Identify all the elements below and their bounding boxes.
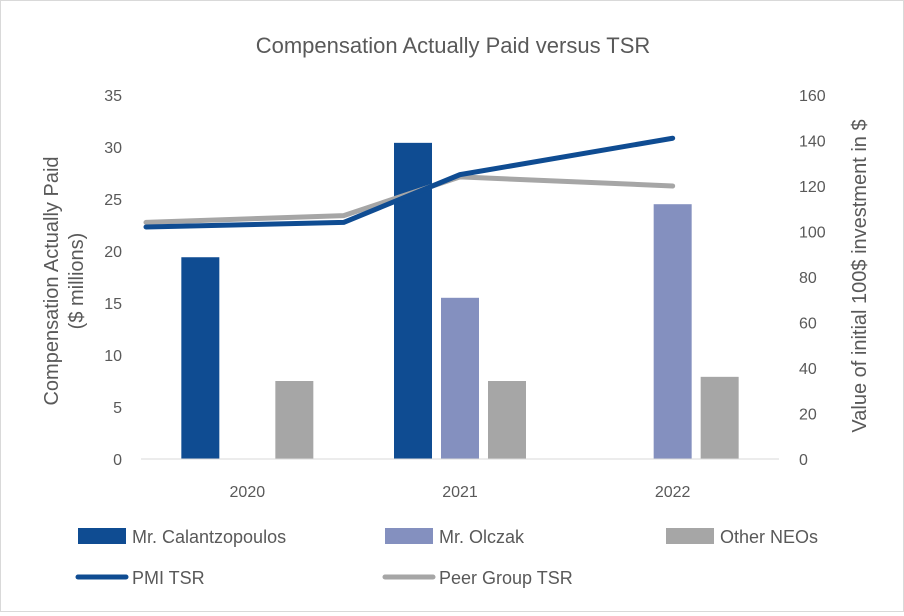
y2-tick-label: 60 — [799, 316, 817, 333]
legend-label: Peer Group TSR — [439, 568, 573, 588]
y-tick-label: 5 — [113, 400, 122, 417]
x-tick-label: 2021 — [442, 484, 478, 501]
bar-marks — [181, 142, 739, 459]
bar-mr-olczak-2021 — [441, 297, 479, 459]
bar-mr-calantzopoulos-2020 — [181, 257, 220, 459]
x-axis-ticks: 2020 2021 2022 — [230, 484, 691, 501]
legend-swatch — [78, 528, 126, 544]
y2-tick-label: 140 — [799, 134, 826, 151]
legend-label: Mr. Calantzopoulos — [132, 527, 286, 547]
y-axis-label-line1: Compensation Actually Paid — [41, 156, 63, 405]
y-axis-label: Compensation Actually Paid ($ millions) — [41, 156, 88, 405]
legend-swatch — [666, 528, 714, 544]
legend-item: Mr. Olczak — [385, 527, 525, 547]
y2-tick-label: 20 — [799, 407, 817, 424]
y-axis-label-line2: ($ millions) — [66, 233, 88, 330]
y-tick-label: 10 — [104, 348, 122, 365]
legend-item: Peer Group TSR — [382, 568, 573, 588]
y-tick-label: 0 — [113, 452, 122, 469]
legend-label: Other NEOs — [720, 527, 818, 547]
y-axis-ticks: 0 5 10 15 20 25 30 35 — [104, 88, 122, 469]
x-tick-label: 2022 — [655, 484, 691, 501]
line-pmi-tsr — [143, 135, 676, 230]
y2-axis-ticks: 0 20 40 60 80 100 120 140 160 — [799, 88, 826, 469]
chart-title: Compensation Actually Paid versus TSR — [256, 33, 651, 58]
legend-item: PMI TSR — [75, 568, 205, 588]
y2-tick-label: 80 — [799, 270, 817, 287]
bar-other-neos-2021 — [488, 381, 526, 459]
bar-other-neos-2022 — [700, 376, 739, 459]
y-tick-label: 30 — [104, 140, 122, 157]
y2-axis-label: Value of initial 100$ investment in $ — [849, 119, 871, 432]
bar-mr-olczak-2022 — [653, 204, 692, 459]
y-tick-label: 20 — [104, 244, 122, 261]
y2-tick-label: 40 — [799, 361, 817, 378]
y2-tick-label: 120 — [799, 179, 826, 196]
y2-tick-label: 100 — [799, 225, 826, 242]
y-tick-label: 25 — [104, 192, 122, 209]
line-marks — [143, 135, 676, 230]
legend: Mr. Calantzopoulos Mr. Olczak Other NEOs PM… — [75, 527, 818, 588]
y-tick-label: 35 — [104, 88, 122, 105]
legend-swatch — [385, 528, 433, 544]
y2-tick-label: 0 — [799, 452, 808, 469]
legend-label: PMI TSR — [132, 568, 205, 588]
x-tick-label: 2020 — [230, 484, 266, 501]
legend-item: Other NEOs — [666, 527, 818, 547]
legend-item: Mr. Calantzopoulos — [78, 527, 286, 547]
y2-tick-label: 160 — [799, 88, 826, 105]
y-tick-label: 15 — [104, 296, 122, 313]
legend-label: Mr. Olczak — [439, 527, 525, 547]
bar-other-neos-2020 — [275, 381, 314, 459]
